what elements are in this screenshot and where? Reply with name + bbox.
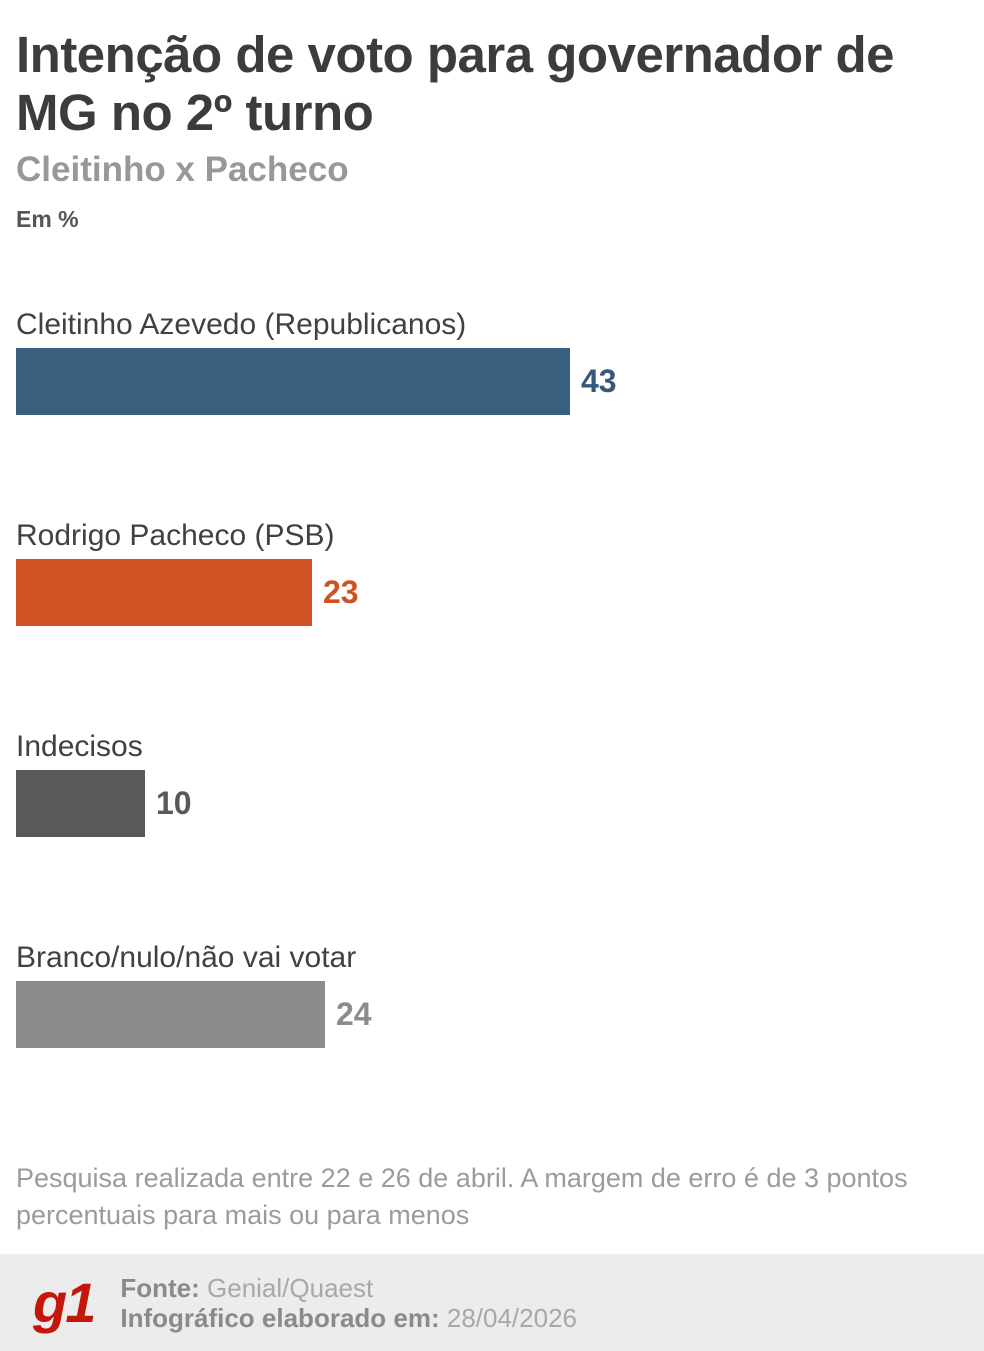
bar-group: Indecisos 10 — [16, 729, 968, 838]
bar-chart: Cleitinho Azevedo (Republicanos) 43 Rodrig… — [16, 307, 968, 1049]
bar-category-label: Branco/nulo/não vai votar — [16, 941, 357, 975]
chart-subtitle: Cleitinho x Pacheco — [16, 150, 349, 190]
bar-row: 24 — [16, 981, 968, 1049]
source-value: Genial/Quaest — [207, 1272, 374, 1303]
bar — [16, 348, 570, 416]
bar — [16, 770, 145, 838]
bar-row: 43 — [16, 348, 968, 416]
footer-bar: g1 Fonte: Genial/Quaest Infográfico elab… — [0, 1254, 984, 1351]
infographic-date-label: Infográfico elaborado em: — [120, 1302, 440, 1333]
bar-category-label: Rodrigo Pacheco (PSB) — [16, 519, 335, 553]
bar-value: 24 — [336, 996, 372, 1033]
bar-value: 10 — [156, 785, 192, 822]
bar-group: Rodrigo Pacheco (PSB) 23 — [16, 518, 968, 627]
g1-logo: g1 — [33, 1270, 96, 1334]
unit-label: Em % — [16, 206, 79, 233]
bar-category-label: Indecisos — [16, 730, 143, 764]
infographic-date-value: 28/04/2026 — [446, 1302, 577, 1333]
bar-category-label: Cleitinho Azevedo (Republicanos) — [16, 308, 467, 342]
source-label: Fonte: — [120, 1272, 200, 1303]
bar — [16, 559, 312, 627]
bar — [16, 981, 325, 1049]
bar-value: 23 — [323, 574, 359, 611]
footer-credits: Fonte: Genial/Quaest Infográfico elabora… — [120, 1273, 577, 1333]
bar-group: Cleitinho Azevedo (Republicanos) 43 — [16, 307, 968, 416]
bar-group: Branco/nulo/não vai votar 24 — [16, 940, 968, 1049]
infographic-date-line: Infográfico elaborado em: 28/04/2026 — [120, 1303, 577, 1333]
infographic: Intenção de voto para governador de MG n… — [0, 26, 984, 1234]
bar-row: 10 — [16, 770, 968, 838]
bar-row: 23 — [16, 559, 968, 627]
methodology-footnote: Pesquisa realizada entre 22 e 26 de abri… — [16, 1163, 908, 1231]
source-line: Fonte: Genial/Quaest — [120, 1273, 577, 1303]
bar-value: 43 — [581, 363, 617, 400]
page-title: Intenção de voto para governador de MG n… — [16, 26, 895, 141]
